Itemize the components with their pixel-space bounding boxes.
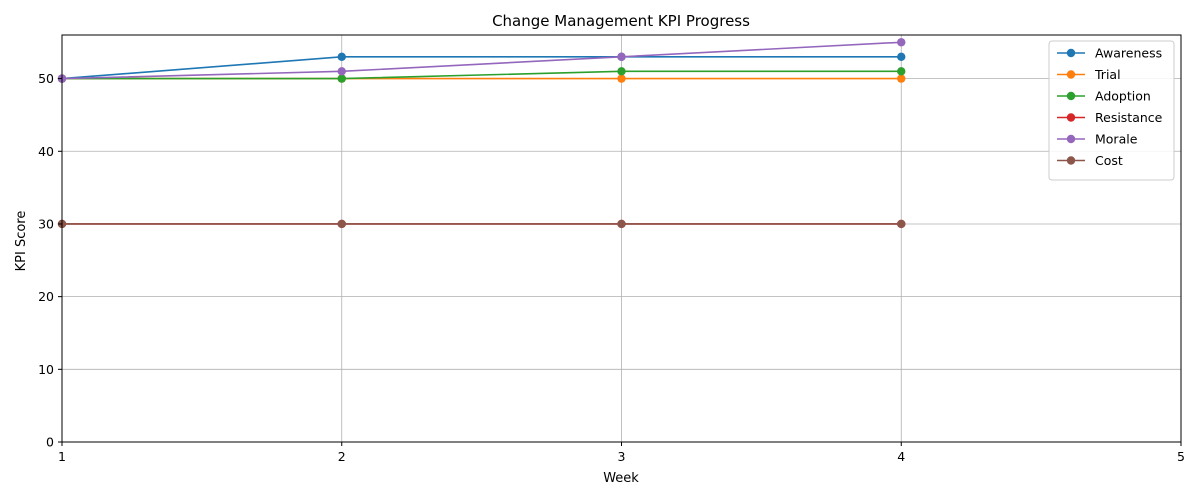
data-point-awareness xyxy=(897,52,906,62)
data-point-morale xyxy=(617,52,626,62)
chart-title: Change Management KPI Progress xyxy=(492,12,750,30)
series-cost xyxy=(57,219,906,229)
data-point-trial xyxy=(897,74,906,83)
legend-label-cost: Cost xyxy=(1095,153,1123,168)
series-line-morale xyxy=(61,41,902,80)
legend-marker-resistance xyxy=(1066,113,1076,122)
legend-label-morale: Morale xyxy=(1095,132,1138,147)
data-point-adoption xyxy=(897,67,906,76)
x-tick-label: 3 xyxy=(618,449,626,464)
y-tick-label: 20 xyxy=(38,289,54,304)
series-group xyxy=(57,38,906,229)
legend-marker-trial xyxy=(1066,70,1076,79)
data-point-cost xyxy=(617,219,626,229)
legend-item-cost: Cost xyxy=(1057,153,1123,168)
legend-marker-adoption xyxy=(1066,91,1076,101)
legend-label-trial: Trial xyxy=(1094,67,1121,82)
data-point-cost xyxy=(897,219,906,229)
legend-label-awareness: Awareness xyxy=(1095,46,1162,61)
legend-item-awareness: Awareness xyxy=(1057,46,1162,61)
data-point-morale xyxy=(897,38,906,47)
legend: Awareness Trial Adoption Resistance Morale Co… xyxy=(1048,40,1175,181)
legend-box xyxy=(1048,40,1175,181)
legend-marker-cost xyxy=(1066,156,1076,165)
data-point-adoption xyxy=(617,67,626,76)
series-line-adoption xyxy=(62,70,902,80)
x-axis-label: Week xyxy=(603,471,639,486)
legend-label-resistance: Resistance xyxy=(1095,110,1163,125)
legend-item-trial: Trial xyxy=(1057,67,1121,82)
x-tick-label: 2 xyxy=(338,449,346,464)
y-axis-label: KPI Score xyxy=(14,211,29,272)
x-tick-label: 4 xyxy=(897,449,905,464)
data-point-cost xyxy=(337,219,346,229)
legend-item-adoption: Adoption xyxy=(1057,89,1151,104)
y-tick-label: 40 xyxy=(38,144,54,159)
legend-label-adoption: Adoption xyxy=(1095,89,1151,104)
data-point-trial xyxy=(617,74,626,83)
y-tick-label: 0 xyxy=(46,435,54,450)
series-line-awareness xyxy=(61,56,902,80)
y-tick-label: 10 xyxy=(38,362,54,377)
y-tick-label: 50 xyxy=(38,71,54,86)
data-point-morale xyxy=(337,67,346,76)
data-point-awareness xyxy=(337,52,346,62)
legend-marker-morale xyxy=(1066,134,1076,144)
legend-marker-awareness xyxy=(1066,48,1076,58)
legend-item-morale: Morale xyxy=(1057,132,1138,147)
x-tick-label: 1 xyxy=(58,449,66,464)
data-point-adoption xyxy=(337,74,346,83)
grid xyxy=(61,35,1182,443)
legend-item-resistance: Resistance xyxy=(1057,110,1163,125)
y-tick-label: 30 xyxy=(38,216,54,231)
series-morale xyxy=(57,38,906,83)
x-tick-label: 5 xyxy=(1177,449,1185,464)
